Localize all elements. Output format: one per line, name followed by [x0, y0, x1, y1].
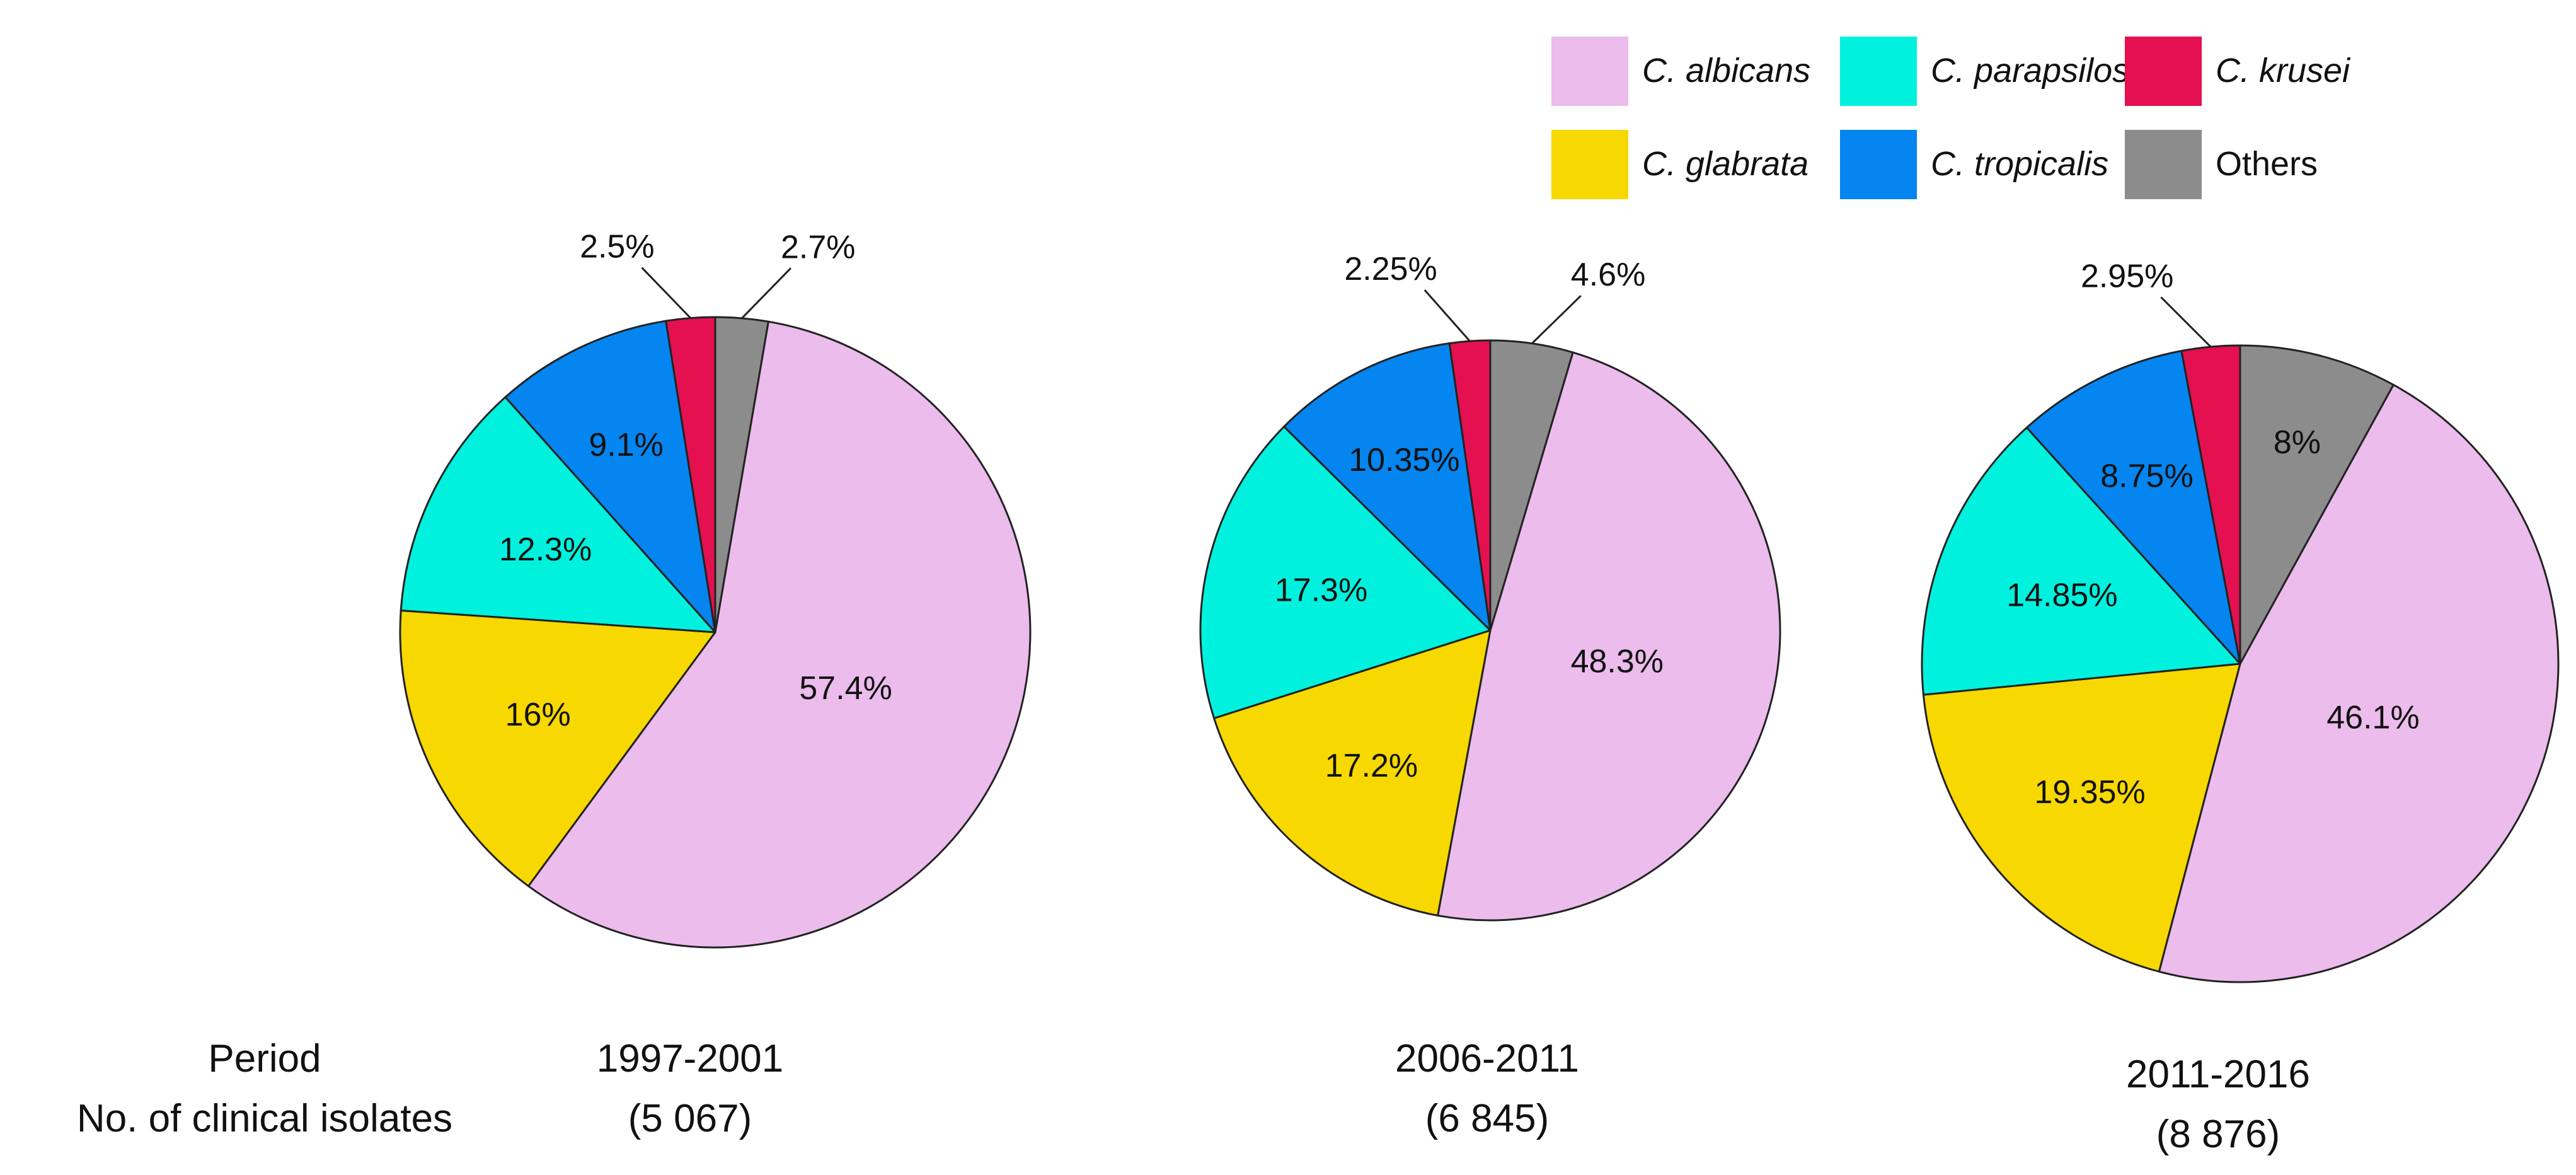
leader-line-c-krusei-1997-2001 — [641, 267, 691, 319]
slice-label-others-2011-2016: 8% — [2274, 424, 2321, 461]
period-row-label: Period — [208, 1037, 321, 1080]
isolates-label-2011-2016: (8 876) — [2156, 1113, 2280, 1156]
slice-c-albicans-2006-2011 — [1437, 351, 1781, 922]
slice-label-others-1997-2001: 2.7% — [781, 229, 856, 265]
legend-swatch-c-parapsilosis — [1840, 37, 1917, 106]
slice-label-c-parapsilosis-2006-2011: 17.3% — [1275, 572, 1367, 609]
legend-label-c-tropicalis: C. tropicalis — [1931, 145, 2108, 183]
leader-line-others-1997-2001 — [741, 267, 792, 319]
legend-item-c-parapsilosis: C. parapsilosis — [1840, 37, 2154, 106]
legend-item-c-albicans: C. albicans — [1551, 37, 1810, 106]
legend-item-c-glabrata: C. glabrata — [1551, 130, 1808, 199]
slice-label-c-tropicalis-2006-2011: 10.35% — [1348, 442, 1459, 478]
period-label-2011-2016: 2011-2016 — [2126, 1053, 2310, 1096]
slice-c-glabrata-2011-2016 — [1922, 663, 2241, 973]
slice-c-glabrata-1997-2001 — [399, 609, 716, 888]
slice-label-c-tropicalis-1997-2001: 9.1% — [589, 427, 664, 463]
pies: 57.4% 16% 12.3% 9.1% 2.5% 2.7% 1997-2001 (5 067… — [399, 229, 2560, 1156]
slice-label-c-glabrata-2006-2011: 17.2% — [1325, 748, 1418, 784]
legend-swatch-c-albicans — [1551, 37, 1628, 106]
slice-label-others-2006-2011: 4.6% — [1571, 257, 1646, 293]
legend-swatch-c-glabrata — [1551, 130, 1628, 199]
pie-1997-2001: 57.4% 16% 12.3% 9.1% 2.5% 2.7% 1997-2001 (5 067… — [399, 229, 1032, 1140]
isolates-label-2006-2011: (6 845) — [1425, 1097, 1549, 1140]
slice-c-tropicalis-2011-2016 — [2025, 350, 2241, 665]
slice-c-tropicalis-2006-2011 — [1283, 342, 1492, 632]
slice-label-c-albicans-2011-2016: 46.1% — [2326, 699, 2419, 736]
slice-label-c-krusei-2006-2011: 2.25% — [1344, 251, 1437, 287]
legend-label-c-glabrata: C. glabrata — [1642, 145, 1808, 183]
slice-c-tropicalis-1997-2001 — [504, 320, 716, 634]
slice-label-c-albicans-2006-2011: 48.3% — [1571, 643, 1664, 680]
slice-c-albicans-1997-2001 — [527, 320, 1032, 949]
slice-c-parapsilosis-2011-2016 — [1921, 426, 2241, 696]
slice-label-c-parapsilosis-1997-2001: 12.3% — [499, 531, 592, 568]
slice-label-c-krusei-1997-2001: 2.5% — [580, 229, 655, 265]
slice-c-parapsilosis-1997-2001 — [400, 396, 716, 634]
slice-label-c-krusei-2011-2016: 2.95% — [2081, 258, 2173, 294]
slice-label-c-tropicalis-2011-2016: 8.75% — [2100, 458, 2193, 494]
slice-others-1997-2001 — [714, 316, 769, 634]
pie-2011-2016: 46.1% 19.35% 14.85% 8.75% 2.95% 8% 2011-2016 (8… — [1921, 258, 2560, 1156]
period-label-1997-2001: 1997-2001 — [597, 1037, 784, 1080]
legend-swatch-others — [2125, 130, 2202, 199]
leader-line-others-2006-2011 — [1531, 295, 1582, 344]
legend-swatch-c-krusei — [2125, 37, 2202, 106]
leader-line-c-krusei-2011-2016 — [2160, 296, 2212, 348]
legend-swatch-c-tropicalis — [1840, 130, 1917, 199]
legend-label-c-albicans: C. albicans — [1642, 52, 1810, 90]
slice-label-c-parapsilosis-2011-2016: 14.85% — [2006, 577, 2117, 614]
leader-line-c-krusei-2006-2011 — [1423, 289, 1471, 342]
legend: C. albicans C. parapsilosis C. krusei C. gl… — [1551, 37, 2351, 199]
pie-2006-2011: 48.3% 17.2% 17.3% 10.35% 2.25% 4.6% 2006-2011 (… — [1199, 251, 1781, 1140]
legend-item-c-tropicalis: C. tropicalis — [1840, 130, 2108, 199]
legend-label-c-parapsilosis: C. parapsilosis — [1931, 52, 2154, 90]
slice-c-parapsilosis-2006-2011 — [1199, 425, 1492, 719]
slice-label-c-glabrata-2011-2016: 19.35% — [2034, 774, 2145, 811]
slice-label-c-albicans-1997-2001: 57.4% — [799, 670, 892, 707]
slice-others-2011-2016 — [2239, 344, 2395, 665]
isolates-label-1997-2001: (5 067) — [628, 1097, 752, 1140]
period-label-2006-2011: 2006-2011 — [1395, 1037, 1579, 1080]
legend-label-others: Others — [2216, 145, 2318, 183]
legend-label-c-krusei: C. krusei — [2216, 52, 2351, 90]
slice-label-c-glabrata-1997-2001: 16% — [505, 697, 571, 733]
slice-c-albicans-2011-2016 — [2158, 383, 2560, 983]
legend-item-others: Others — [2125, 130, 2318, 199]
isolates-row-label: No. of clinical isolates — [77, 1097, 452, 1140]
legend-item-c-krusei: C. krusei — [2125, 37, 2351, 106]
slice-c-glabrata-2006-2011 — [1213, 629, 1492, 917]
